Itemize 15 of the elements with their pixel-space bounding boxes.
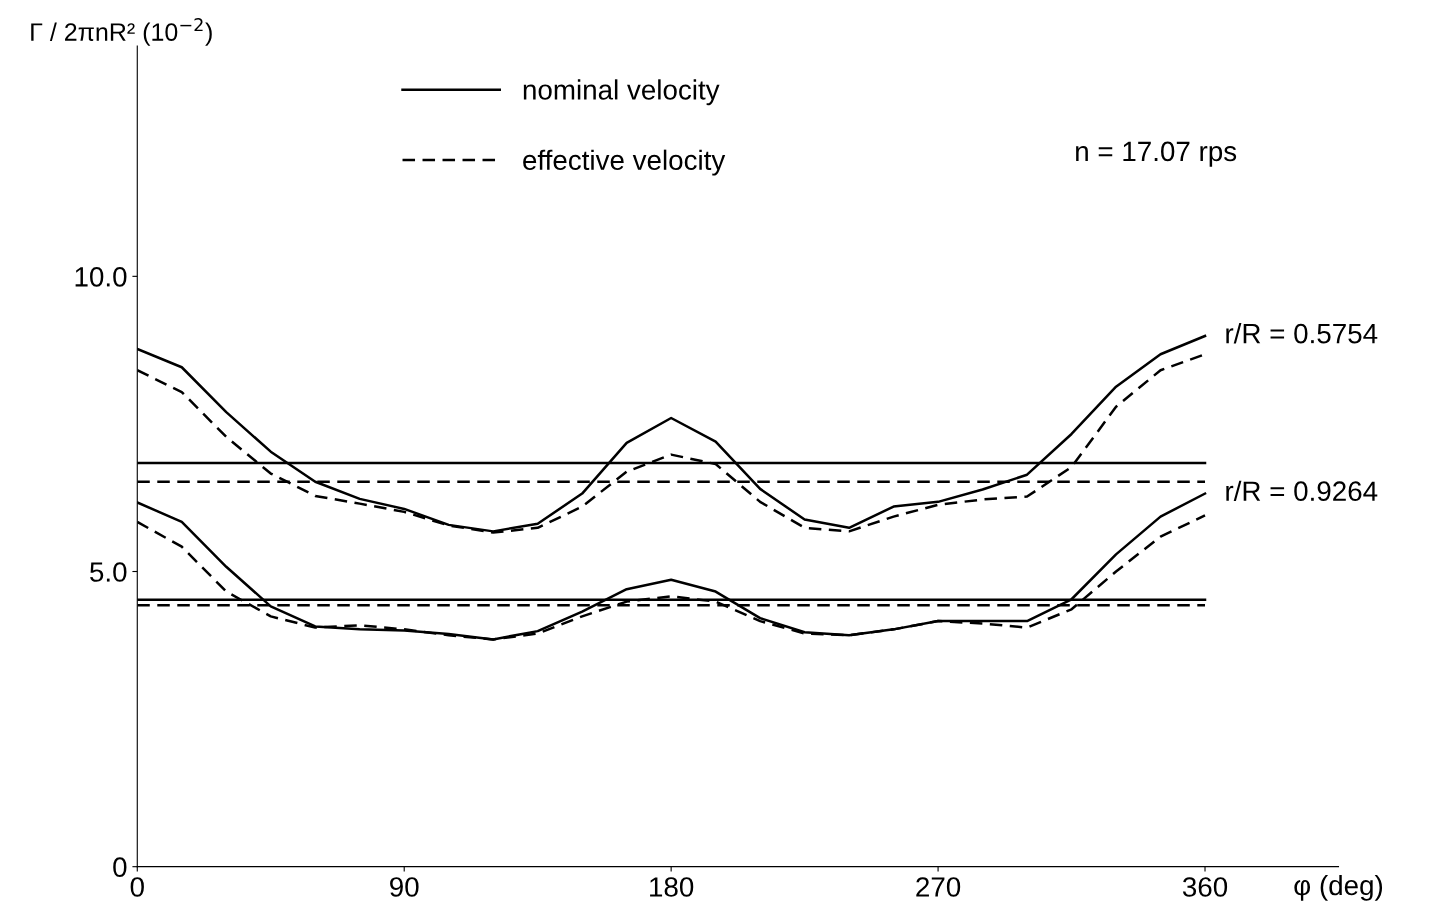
x-tick-label: 180 — [650, 877, 694, 897]
legend-label: effective velocity — [523, 149, 726, 176]
legend-label: nominal velocity — [523, 79, 720, 106]
x-tick-label: 0 — [130, 877, 144, 897]
x-tick-label: 90 — [390, 877, 419, 897]
x-tick-label: 360 — [1182, 877, 1228, 897]
y-axis-title: Γ / 2πnR² (10$^{−2}$) — [31, 18, 212, 46]
y-tick-label: 10.0 — [75, 267, 127, 287]
y-tick-label: 5.0 — [90, 562, 127, 582]
x-axis-title: φ (deg) — [1294, 874, 1383, 901]
x-tick-label: 270 — [916, 877, 961, 897]
annotation: n = 17.07 rps — [1076, 141, 1237, 167]
y-tick-label: 0 — [113, 857, 127, 878]
annotation: r/R = 0.5754 — [1226, 323, 1378, 344]
annotation: r/R = 0.9264 — [1226, 480, 1378, 502]
